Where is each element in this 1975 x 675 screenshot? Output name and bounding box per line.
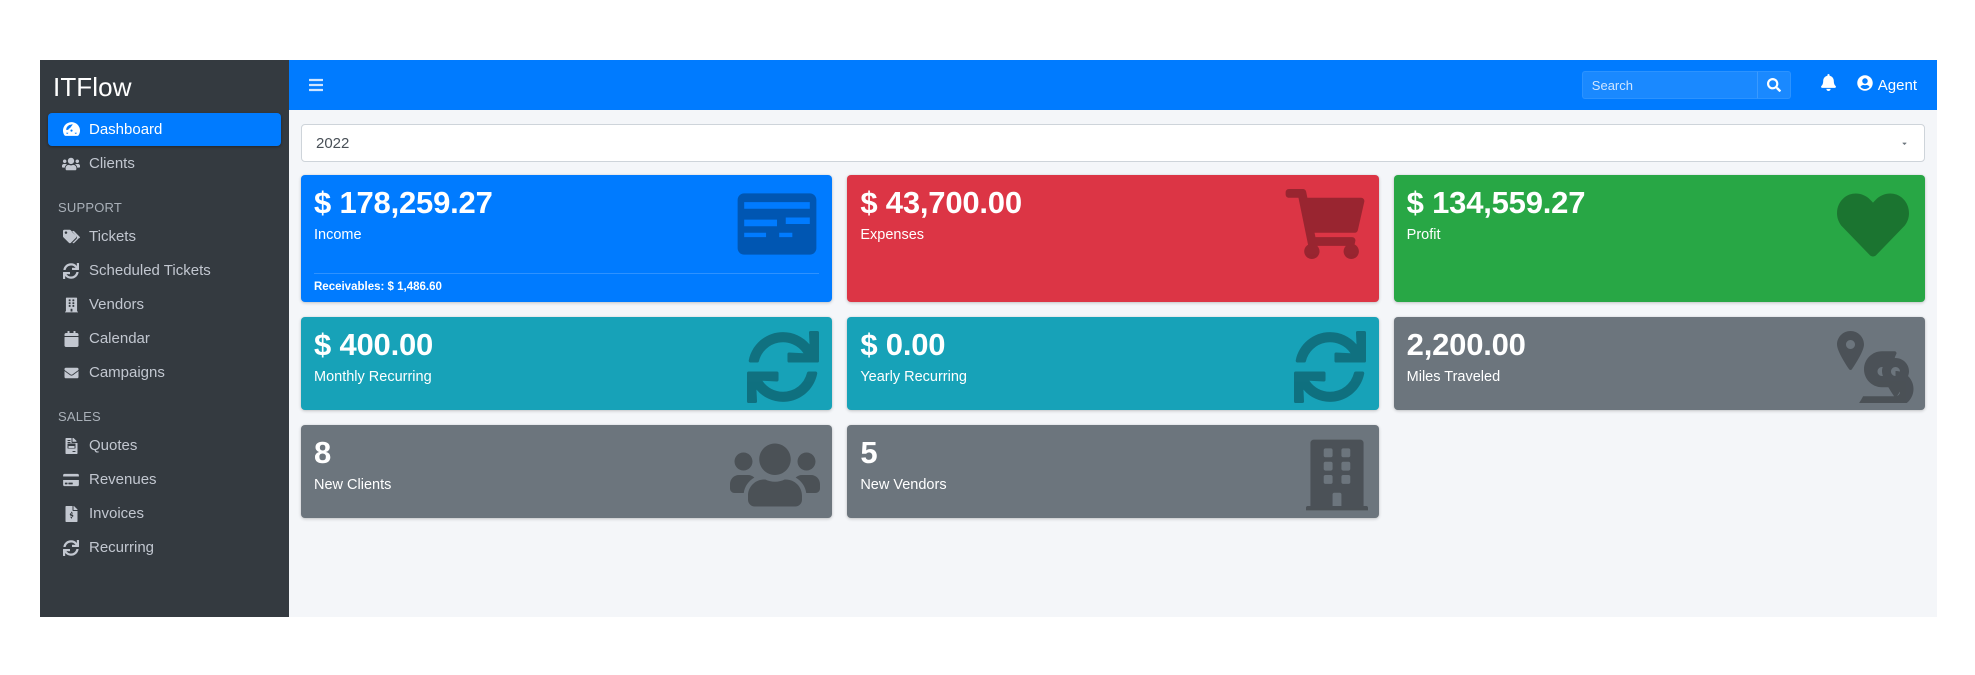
stat-card-value: 2,200.00 — [1406, 327, 1526, 362]
top-navbar: Agent — [289, 60, 1937, 110]
sidebar-item-campaigns[interactable]: Campaigns — [48, 356, 281, 389]
dashboard-icon — [58, 121, 84, 138]
tag-icon — [58, 229, 84, 244]
stat-card-value: $ 400.00 — [314, 327, 434, 362]
sidebar-item-label: Calendar — [89, 330, 150, 347]
sidebar-item-label: Clients — [89, 155, 135, 172]
sync-icon — [58, 539, 84, 556]
stat-card-income[interactable]: $ 178,259.27 Income Receivables: $ 1,486… — [301, 175, 833, 302]
sidebar-item-label: Tickets — [89, 228, 136, 245]
stat-card-label: Yearly Recurring — [860, 368, 967, 385]
dashboard-content: 2022 $ 178,259.27 Income Receivables: — [289, 110, 1937, 617]
sidebar-item-revenues[interactable]: Revenues — [48, 463, 281, 496]
calendar-icon — [58, 330, 84, 347]
stat-card-value: $ 178,259.27 — [314, 185, 493, 220]
card-divider — [314, 273, 820, 274]
sidebar-item-dashboard[interactable]: Dashboard — [48, 113, 281, 146]
notifications-button[interactable] — [1809, 65, 1849, 105]
sidebar-item-vendors[interactable]: Vendors — [48, 288, 281, 321]
stat-card-label: Miles Traveled — [1406, 368, 1501, 385]
sidebar: ITFlow Dashboard Clients SUPPORT — [40, 60, 289, 617]
stat-card-value: $ 43,700.00 — [860, 185, 1022, 220]
user-menu-label: Agent — [1877, 76, 1917, 94]
sidebar-item-quotes[interactable]: Quotes — [48, 429, 281, 462]
stat-card-label: New Vendors — [860, 476, 947, 493]
sidebar-item-calendar[interactable]: Calendar — [48, 322, 281, 355]
file-dollar-icon — [58, 505, 84, 522]
sidebar-item-label: Recurring — [89, 539, 155, 556]
sidebar-item-label: Scheduled Tickets — [89, 262, 211, 279]
stat-card-profit[interactable]: $ 134,559.27 Profit — [1393, 175, 1925, 302]
envelope-icon — [58, 366, 84, 380]
sidebar-item-tickets[interactable]: Tickets — [48, 220, 281, 253]
year-filter: 2022 — [301, 124, 1925, 162]
brand[interactable]: ITFlow — [40, 60, 289, 113]
stat-card-expenses[interactable]: $ 43,700.00 Expenses — [847, 175, 1379, 302]
credit-card-icon — [58, 473, 84, 487]
stat-card-monthly-recurring[interactable]: $ 400.00 Monthly Recurring — [301, 317, 833, 410]
bell-icon — [1821, 74, 1837, 96]
stat-card-label: Monthly Recurring — [314, 368, 432, 385]
main-area: Agent 2022 $ 178,259.27 Income — [289, 60, 1937, 617]
search-group — [1581, 71, 1791, 99]
stat-card-label: Profit — [1406, 226, 1441, 243]
sidebar-item-label: Invoices — [89, 505, 145, 522]
stat-card-label: New Clients — [314, 476, 392, 493]
sidebar-item-label: Quotes — [89, 437, 138, 454]
stat-card-value: 8 — [314, 435, 332, 470]
stat-card-value: 5 — [860, 435, 878, 470]
search-button[interactable] — [1756, 71, 1791, 99]
stat-card-new-vendors[interactable]: 5 New Vendors — [847, 425, 1379, 518]
grid-empty-cell — [1394, 425, 1925, 533]
users-icon — [58, 156, 84, 172]
sidebar-item-label: Vendors — [89, 296, 145, 313]
receivables-text: Receivables: $ 1,486.60 — [314, 281, 442, 293]
stat-card-new-clients[interactable]: 8 New Clients — [301, 425, 833, 518]
sidebar-nav: Dashboard Clients SUPPORT Tickets — [40, 113, 289, 564]
brand-title: ITFlow — [53, 71, 132, 102]
stat-card-miles-traveled[interactable]: 2,200.00 Miles Traveled — [1393, 317, 1925, 410]
stat-card-yearly-recurring[interactable]: $ 0.00 Yearly Recurring — [847, 317, 1379, 410]
app-window: ITFlow Dashboard Clients SUPPORT — [40, 60, 1937, 617]
sidebar-item-label: Campaigns — [89, 364, 165, 381]
file-invoice-icon — [58, 437, 84, 454]
user-menu[interactable]: Agent — [1849, 75, 1931, 95]
sidebar-section-header-support: SUPPORT — [58, 200, 123, 215]
sidebar-item-label: Dashboard — [89, 121, 163, 138]
stat-card-value: $ 134,559.27 — [1406, 185, 1586, 220]
sidebar-item-recurring[interactable]: Recurring — [48, 531, 281, 564]
sidebar-section-header-sales: SALES — [58, 409, 101, 424]
stat-card-value: $ 0.00 — [860, 327, 946, 362]
stat-card-footer: Receivables: $ 1,486.60 — [314, 273, 820, 293]
sidebar-item-scheduled-tickets[interactable]: Scheduled Tickets — [48, 254, 281, 287]
sidebar-item-invoices[interactable]: Invoices — [48, 497, 281, 530]
sidebar-item-label: Revenues — [89, 471, 157, 488]
user-circle-icon — [1857, 75, 1873, 95]
search-input[interactable] — [1581, 71, 1757, 99]
sidebar-item-clients[interactable]: Clients — [48, 147, 281, 180]
year-select[interactable]: 2022 — [301, 124, 1925, 162]
stat-card-label: Income — [314, 226, 362, 243]
sync-icon — [58, 262, 84, 279]
hamburger-icon[interactable] — [299, 68, 333, 102]
building-icon — [58, 297, 84, 313]
stat-cards-grid: $ 178,259.27 Income Receivables: $ 1,486… — [301, 175, 1925, 533]
stat-card-label: Expenses — [860, 226, 925, 243]
